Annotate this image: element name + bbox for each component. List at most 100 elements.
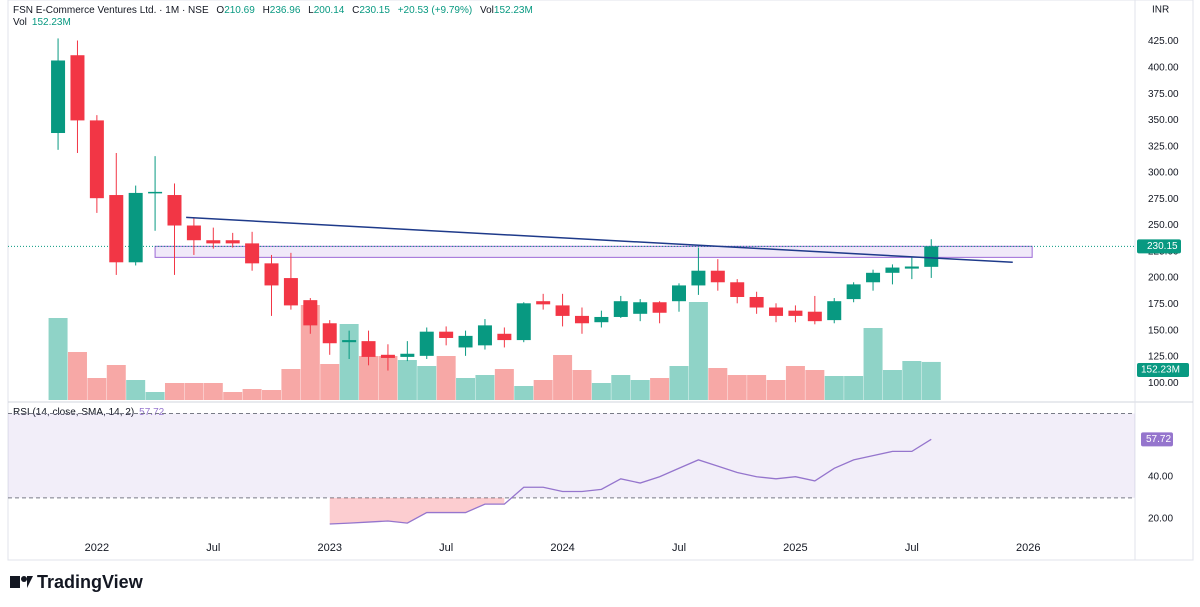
y-tick-label: 325.00 bbox=[1148, 141, 1179, 152]
volume-bar bbox=[262, 390, 282, 400]
candle-body bbox=[225, 240, 240, 244]
candle-body bbox=[924, 246, 939, 267]
volume-bar bbox=[785, 366, 805, 400]
brand: TradingView bbox=[37, 572, 144, 592]
volume-bar bbox=[417, 366, 437, 400]
candle-body bbox=[400, 353, 415, 357]
volume-bar bbox=[281, 369, 301, 400]
volume-bar bbox=[863, 328, 883, 400]
candle-body bbox=[866, 272, 881, 283]
candle-body bbox=[477, 325, 492, 346]
volume-badge bbox=[1137, 363, 1189, 377]
volume-bar bbox=[553, 355, 573, 400]
x-tick-label: Jul bbox=[206, 542, 220, 554]
logo: TradingView bbox=[10, 572, 144, 592]
volume-bar bbox=[650, 378, 670, 400]
volume-bar bbox=[708, 368, 728, 400]
change: +20.53 (+9.79%) bbox=[398, 5, 473, 16]
volume-bar bbox=[630, 380, 650, 400]
low: 200.14 bbox=[314, 5, 345, 16]
y-tick-label: 150.00 bbox=[1148, 325, 1179, 336]
rsi-title: RSI (14, close, SMA, 14, 2) bbox=[13, 407, 134, 418]
candle-body bbox=[846, 284, 861, 300]
vol-header: Vol 152.23M bbox=[13, 17, 71, 28]
candle-body bbox=[303, 300, 318, 326]
candle-body bbox=[186, 225, 201, 241]
high: 236.96 bbox=[270, 5, 301, 16]
volume-bar bbox=[572, 370, 592, 400]
volume-bar bbox=[591, 383, 611, 400]
volume-bar bbox=[436, 356, 456, 400]
volume-bar bbox=[378, 356, 398, 400]
volume-bar bbox=[397, 360, 417, 400]
candle-body bbox=[342, 340, 357, 343]
volume-bar bbox=[766, 380, 786, 400]
y-tick-label: 275.00 bbox=[1148, 194, 1179, 205]
volume-bar bbox=[242, 389, 262, 400]
header: FSN E-Commerce Ventures Ltd. · 1M · NSE … bbox=[13, 5, 533, 16]
candle-body bbox=[458, 335, 473, 348]
volume-bar bbox=[320, 364, 340, 400]
candle-body bbox=[769, 307, 784, 316]
frame bbox=[7, 0, 1194, 561]
candle-body bbox=[167, 195, 182, 226]
vol: Vol bbox=[13, 17, 27, 28]
x-tick-label: 2022 bbox=[85, 542, 109, 554]
rsi-value: 57.72 bbox=[139, 407, 164, 418]
volume-bar bbox=[494, 369, 514, 400]
c: C bbox=[352, 5, 359, 16]
candle-body bbox=[574, 315, 589, 324]
volume-bar bbox=[844, 376, 864, 400]
candle-body bbox=[827, 301, 842, 321]
y-tick-label: 400.00 bbox=[1148, 62, 1179, 73]
close: 230.15 bbox=[359, 5, 390, 16]
volume-bar bbox=[106, 365, 126, 400]
candle-body bbox=[613, 301, 628, 317]
candle-body bbox=[516, 303, 531, 341]
volume-bar bbox=[902, 361, 922, 400]
candle-body bbox=[904, 266, 919, 269]
volume-bar bbox=[514, 386, 534, 400]
y-tick-label: 300.00 bbox=[1148, 168, 1179, 179]
rsi-tick-label: 20.00 bbox=[1148, 514, 1173, 525]
y-tick-label: 425.00 bbox=[1148, 36, 1179, 47]
trendline bbox=[186, 216, 1013, 264]
volume-bar bbox=[805, 370, 825, 400]
volume-bar bbox=[747, 375, 767, 400]
rsi-badge-label: 57.72 bbox=[1146, 434, 1171, 445]
y-tick-label: 375.00 bbox=[1148, 89, 1179, 100]
candle-body bbox=[594, 316, 609, 323]
y-tick-label: 350.00 bbox=[1148, 115, 1179, 126]
candle-body bbox=[497, 333, 512, 341]
volume-bar bbox=[164, 383, 184, 400]
volume-bar bbox=[688, 302, 708, 400]
candle-body bbox=[555, 305, 570, 316]
candle-body bbox=[419, 331, 434, 356]
candle-body bbox=[710, 270, 725, 283]
candle-body bbox=[283, 278, 298, 306]
candle-body bbox=[749, 296, 764, 308]
o: O bbox=[216, 5, 224, 16]
volume-bar bbox=[339, 324, 359, 400]
volume-bar bbox=[203, 383, 223, 400]
volume-bar bbox=[921, 361, 941, 400]
y-tick-label: 250.00 bbox=[1148, 220, 1179, 231]
candle-body bbox=[361, 341, 376, 357]
candle-body bbox=[322, 323, 337, 344]
candle-body bbox=[380, 354, 395, 358]
volume-bar bbox=[824, 376, 844, 400]
volume-bar bbox=[882, 370, 902, 400]
x-tick-label: Jul bbox=[905, 542, 919, 554]
y-tick-label: 125.00 bbox=[1148, 352, 1179, 363]
rsi-band bbox=[8, 413, 1135, 498]
candle-body bbox=[788, 310, 803, 316]
candle-body bbox=[70, 55, 85, 121]
x-tick-label: 2025 bbox=[783, 542, 807, 554]
vol-value: 152.23M bbox=[32, 17, 71, 28]
candle-body bbox=[536, 301, 551, 305]
x-tick-label: Jul bbox=[672, 542, 686, 554]
y-tick-label: 175.00 bbox=[1148, 299, 1179, 310]
open: 210.69 bbox=[224, 5, 255, 16]
x-tick-label: 2026 bbox=[1016, 542, 1040, 554]
